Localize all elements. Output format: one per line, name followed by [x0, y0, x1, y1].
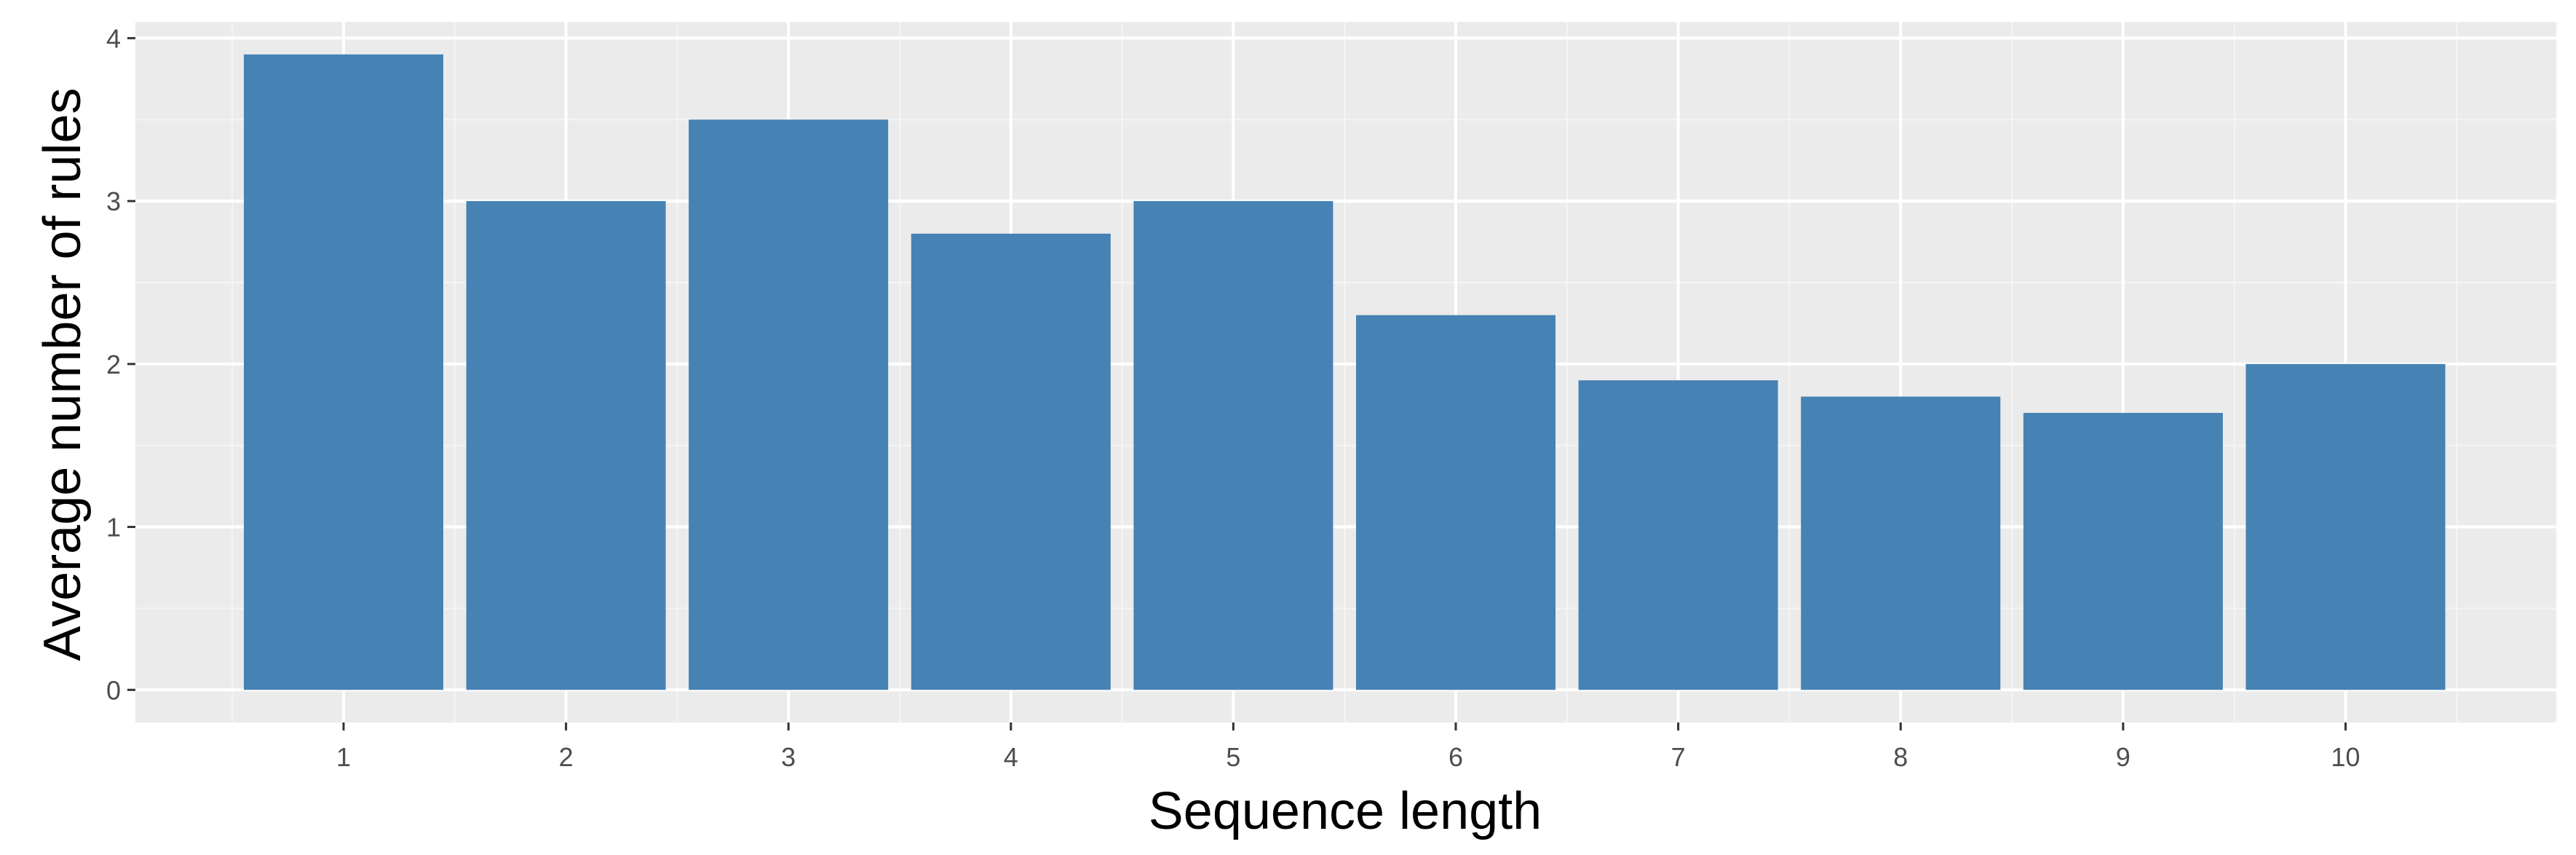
- bar-2: [466, 201, 666, 690]
- y-axis-title: Average number of rules: [33, 87, 92, 661]
- bar-10: [2246, 363, 2446, 690]
- x-tick-label: 5: [1226, 742, 1240, 772]
- x-axis-title: Sequence length: [1149, 782, 1542, 840]
- bar-8: [1801, 396, 2001, 690]
- x-tick-label: 7: [1671, 742, 1686, 772]
- y-tick-label: 2: [106, 350, 121, 379]
- bars: [244, 54, 2446, 690]
- bar-5: [1133, 201, 1333, 690]
- x-tick-label: 3: [781, 742, 796, 772]
- x-tick-label: 6: [1448, 742, 1463, 772]
- y-tick-label: 4: [106, 23, 121, 53]
- x-tick-label: 1: [336, 742, 351, 772]
- bar-3: [689, 119, 889, 690]
- bar-1: [244, 54, 443, 690]
- y-tick-label: 3: [106, 186, 121, 216]
- bar-6: [1356, 315, 1555, 690]
- x-axis: 1 2 3 4 5 6 7 8 9 10: [336, 722, 2360, 772]
- x-tick-label: 9: [2116, 742, 2131, 772]
- bar-9: [2023, 412, 2223, 690]
- bar-4: [911, 233, 1111, 690]
- bar-7: [1578, 380, 1778, 690]
- x-tick-label: 2: [559, 742, 574, 772]
- x-tick-label: 4: [1004, 742, 1018, 772]
- y-tick-label: 0: [106, 675, 121, 705]
- y-tick-label: 1: [106, 513, 121, 543]
- y-axis: 0 1 2 3 4: [106, 23, 135, 705]
- x-tick-label: 10: [2331, 742, 2360, 772]
- x-tick-label: 8: [1893, 742, 1908, 772]
